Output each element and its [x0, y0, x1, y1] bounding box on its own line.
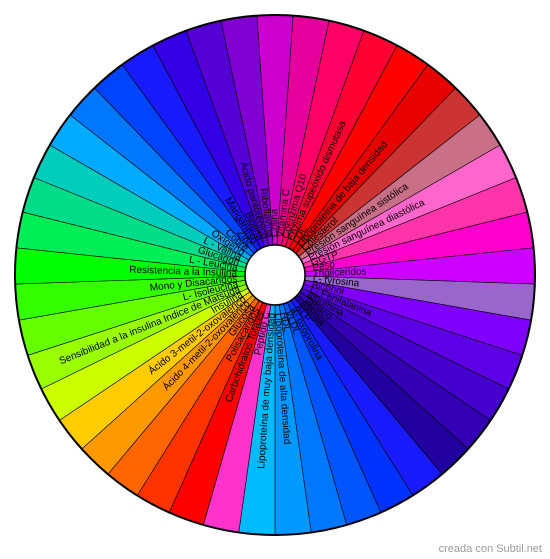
wheel-inner-hole: [245, 245, 305, 305]
radial-wheel-chart: ColinaVitamina CCoenzima Q10Enzima supeó…: [0, 0, 550, 550]
radial-chart-container: ColinaVitamina CCoenzima Q10Enzima supeó…: [0, 0, 550, 559]
credit-text: creada con Subtil.net: [439, 543, 542, 555]
